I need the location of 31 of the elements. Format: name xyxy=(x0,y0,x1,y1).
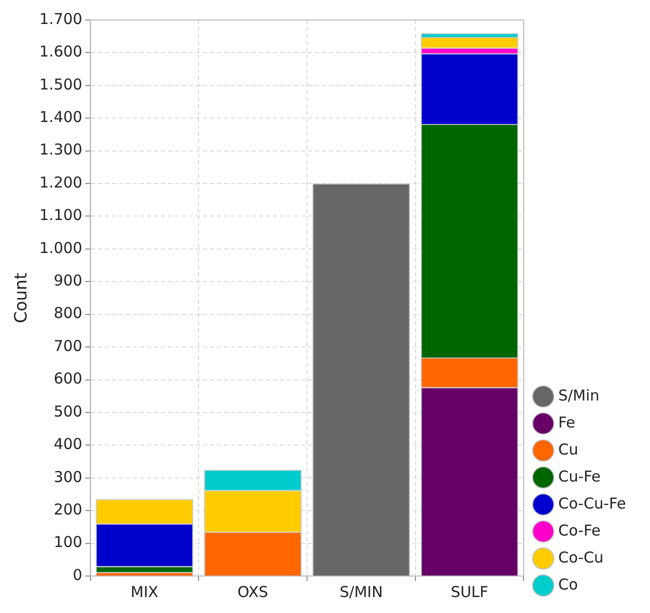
legend-label: S/Min xyxy=(558,386,600,404)
y-tick-label: 400 xyxy=(54,435,82,454)
y-tick-label: 1.100 xyxy=(39,206,82,224)
legend-label: Fe xyxy=(558,413,576,432)
y-tick-label: 600 xyxy=(54,370,82,388)
y-tick-label: 1.000 xyxy=(39,238,82,257)
x-tick-label: MIX xyxy=(130,582,158,601)
y-tick-label: 300 xyxy=(54,468,82,486)
legend-label: Co-Fe xyxy=(558,521,601,540)
y-tick-label: 800 xyxy=(54,304,82,322)
y-tick-label: 1.700 xyxy=(39,10,82,28)
y-tick-label: 100 xyxy=(54,533,82,552)
legend-label: Co-Cu xyxy=(558,548,604,566)
x-tick-label: SULF xyxy=(450,582,488,601)
y-tick-label: 900 xyxy=(54,272,82,290)
y-tick-label: 1.300 xyxy=(39,140,82,159)
y-tick-label: 1.600 xyxy=(39,42,82,61)
y-tick-label: 1.500 xyxy=(39,75,82,94)
legend-label: Co-Cu-Fe xyxy=(558,494,626,512)
y-tick-label: 1.400 xyxy=(39,108,82,126)
y-axis-title: Count xyxy=(12,272,32,324)
y-tick-label: 1.200 xyxy=(39,173,82,192)
y-tick-label: 0 xyxy=(72,566,82,584)
x-tick-label: OXS xyxy=(238,582,268,601)
legend-label: Cu-Fe xyxy=(558,467,601,486)
y-tick-label: 200 xyxy=(54,500,82,518)
x-tick-label: S/MIN xyxy=(340,582,383,601)
y-tick-label: 500 xyxy=(54,402,82,420)
legend-label: Cu xyxy=(558,440,578,458)
y-tick-label: 700 xyxy=(54,336,82,355)
legend-label: Co xyxy=(558,575,578,594)
